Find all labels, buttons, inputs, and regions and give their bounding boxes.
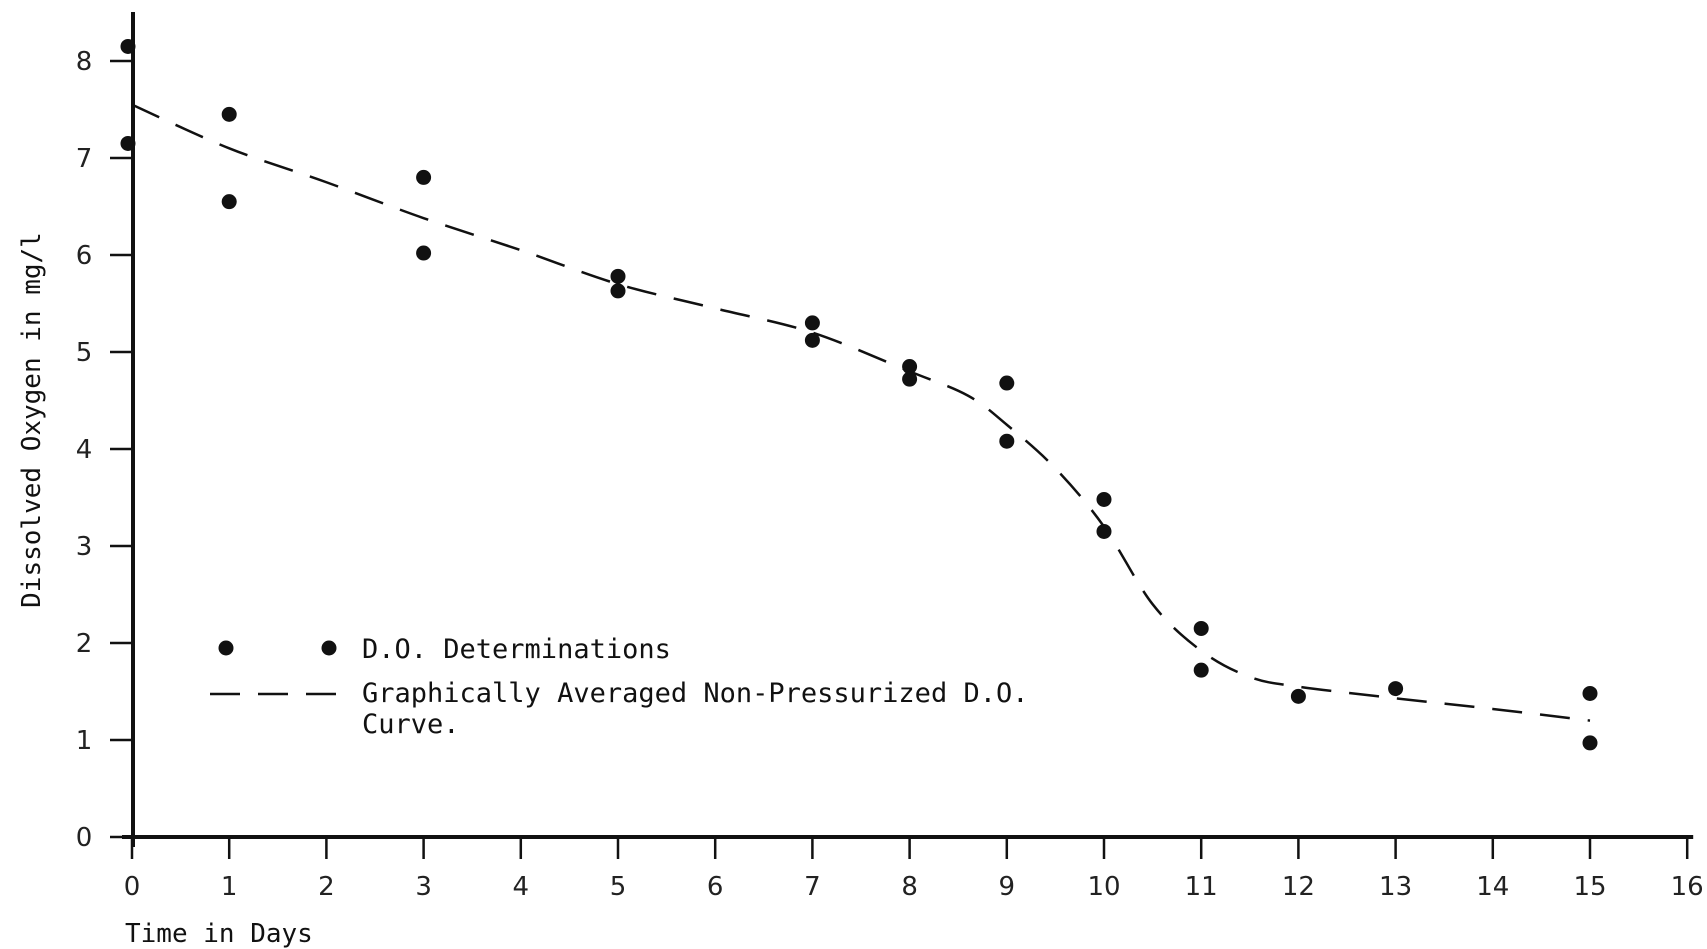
y-axis-title: Dissolved Oxygen in mg/l [17,232,47,608]
y-tick-label-7: 7 [76,144,93,174]
y-tick-label-1: 1 [76,726,93,756]
y-tick-label-3: 3 [76,532,93,562]
legend-dot-marker-1 [218,640,234,656]
x-tick-label-16: 16 [1671,872,1704,902]
do-point-8 [804,315,820,331]
do-point-19 [1388,681,1404,697]
do-point-15 [1096,523,1112,539]
x-tick-label-5: 5 [610,872,627,902]
do-point-6 [610,268,626,284]
do-point-12 [999,375,1015,391]
averaged-do-curve [131,103,1591,722]
do-point-13 [999,433,1015,449]
x-tick-label-6: 6 [707,872,724,902]
do-point-10 [902,359,918,375]
do-point-20 [1582,685,1598,701]
x-axis-title: Time in Days [125,919,313,949]
do-point-0 [120,38,136,54]
do-point-5 [416,245,432,261]
do-point-3 [221,194,237,210]
do-point-18 [1290,688,1306,704]
x-tick-label-15: 15 [1573,872,1606,902]
x-tick-label-1: 1 [221,872,238,902]
x-tick-label-2: 2 [318,872,335,902]
do-point-1 [120,135,136,151]
y-tick-label-8: 8 [76,47,93,77]
do-point-14 [1096,491,1112,507]
y-tick-label-0: 0 [76,823,93,853]
legend-label-curve-line2: Curve. [362,709,460,740]
y-tick-label-4: 4 [76,435,93,465]
x-tick-label-3: 3 [415,872,432,902]
do-point-16 [1193,620,1209,636]
do-point-7 [610,283,626,299]
x-tick-label-10: 10 [1087,872,1120,902]
y-tick-label-6: 6 [76,241,93,271]
do-point-4 [416,169,432,185]
legend-label-determinations: D.O. Determinations [362,634,671,665]
x-tick-label-11: 11 [1185,872,1218,902]
x-tick-label-14: 14 [1476,872,1509,902]
y-tick-label-2: 2 [76,629,93,659]
x-tick-label-7: 7 [804,872,821,902]
legend-dot-marker-2 [321,640,337,656]
legend-label-curve: Graphically Averaged Non-Pressurized D.O… [362,678,1028,709]
x-tick-label-13: 13 [1379,872,1412,902]
x-tick-label-12: 12 [1282,872,1315,902]
legend: D.O. Determinations Graphically Averaged… [210,634,1028,740]
do-point-9 [804,332,820,348]
do-point-11 [902,371,918,387]
do-point-17 [1193,662,1209,678]
x-tick-label-9: 9 [999,872,1016,902]
x-tick-label-4: 4 [513,872,530,902]
x-tick-label-8: 8 [901,872,918,902]
x-tick-label-0: 0 [124,872,141,902]
do-point-2 [221,106,237,122]
do-point-21 [1582,735,1598,751]
y-tick-label-5: 5 [76,338,93,368]
